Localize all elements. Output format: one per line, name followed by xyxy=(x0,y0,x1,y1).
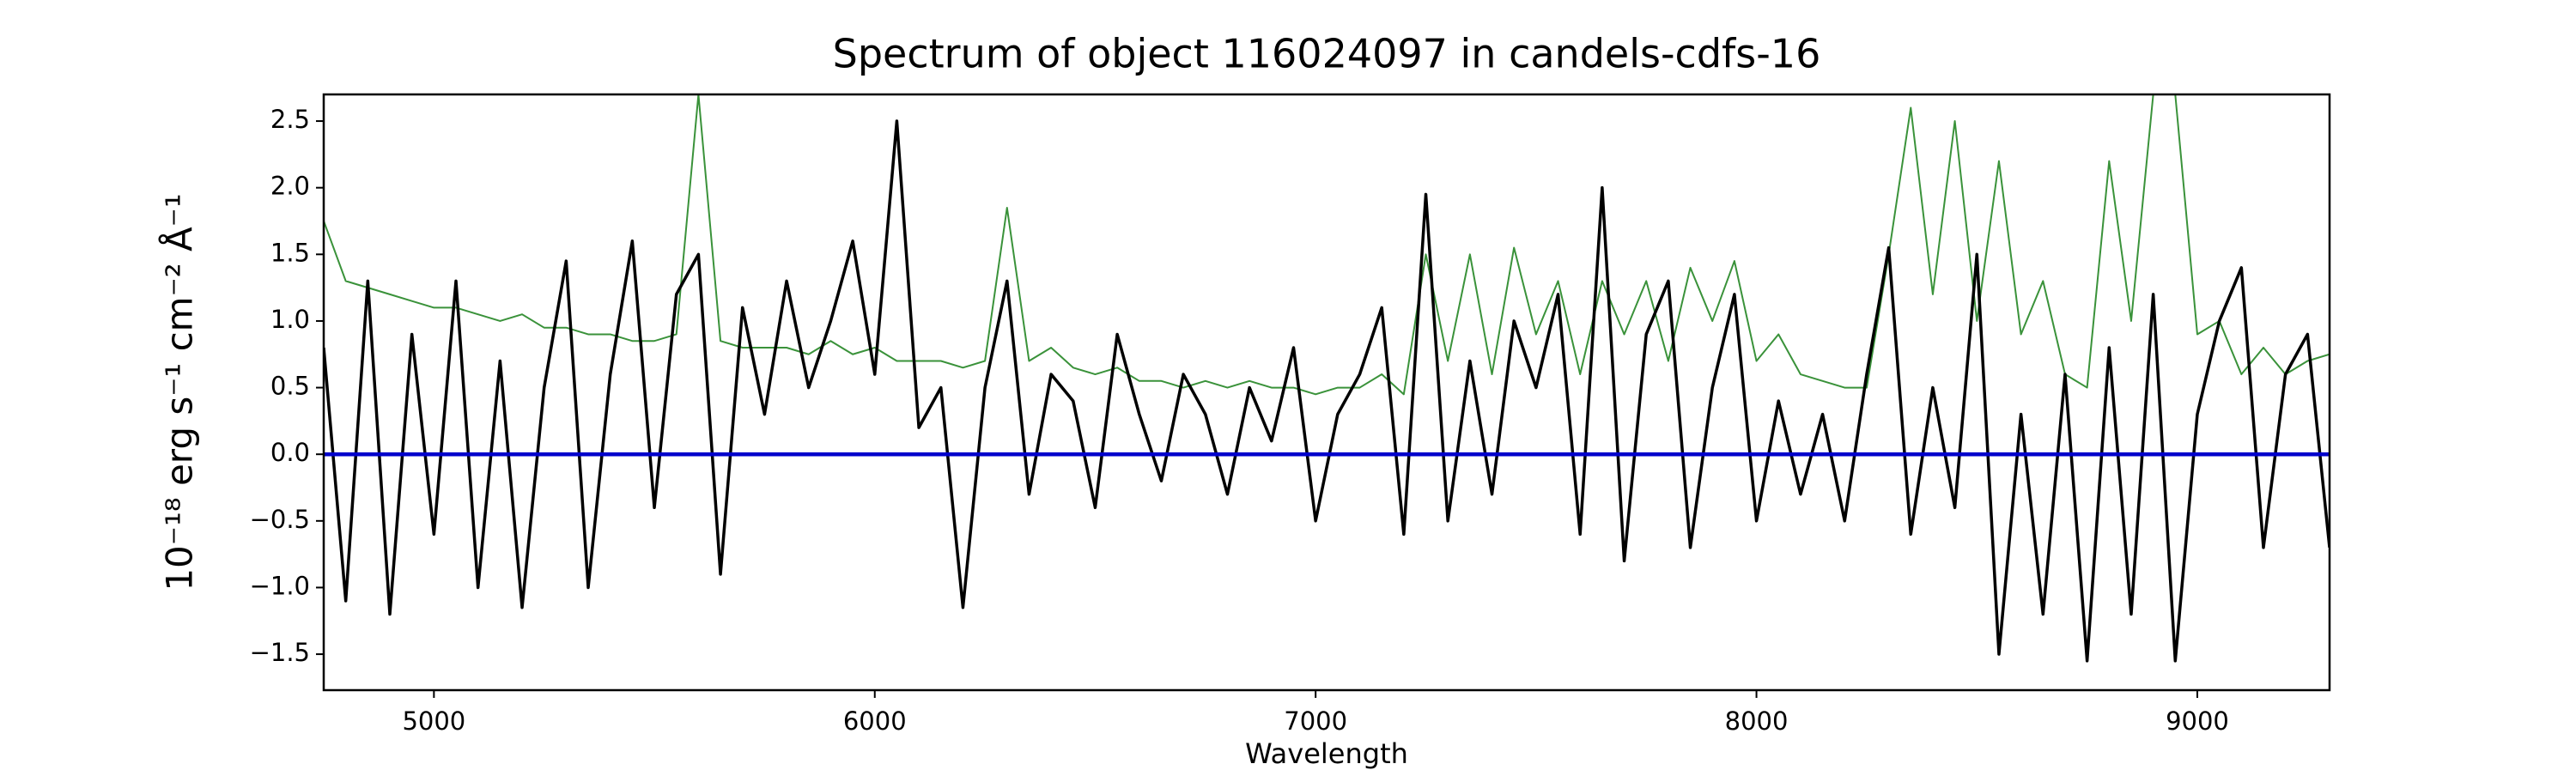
y-tick-label: 0.0 xyxy=(270,438,310,467)
chart-title: Spectrum of object 116024097 in candels-… xyxy=(833,31,1821,77)
x-axis-label: Wavelength xyxy=(1245,737,1408,770)
x-tick-label: 5000 xyxy=(402,706,465,736)
x-tick-label: 8000 xyxy=(1725,706,1789,736)
y-axis-label: 10⁻¹⁸ erg s⁻¹ cm⁻² Å⁻¹ xyxy=(158,193,201,591)
y-tick-label: 2.0 xyxy=(270,172,310,201)
y-tick-label: −1.0 xyxy=(250,571,310,600)
y-tick-label: 1.0 xyxy=(270,305,310,334)
y-tick-label: −0.5 xyxy=(250,505,310,534)
y-tick-label: −1.5 xyxy=(250,638,310,667)
spectrum-line xyxy=(324,119,2330,663)
x-tick-label: 9000 xyxy=(2166,706,2229,736)
plot-lines xyxy=(324,94,2330,663)
axes-frame xyxy=(322,93,2331,692)
y-tick-label: 2.5 xyxy=(270,105,310,134)
y-tick-label: 0.5 xyxy=(270,372,310,401)
spectrum-line xyxy=(324,94,2330,396)
x-tick-label: 6000 xyxy=(843,706,907,736)
x-tick-label: 7000 xyxy=(1284,706,1347,736)
y-tick-label: 1.5 xyxy=(270,238,310,267)
